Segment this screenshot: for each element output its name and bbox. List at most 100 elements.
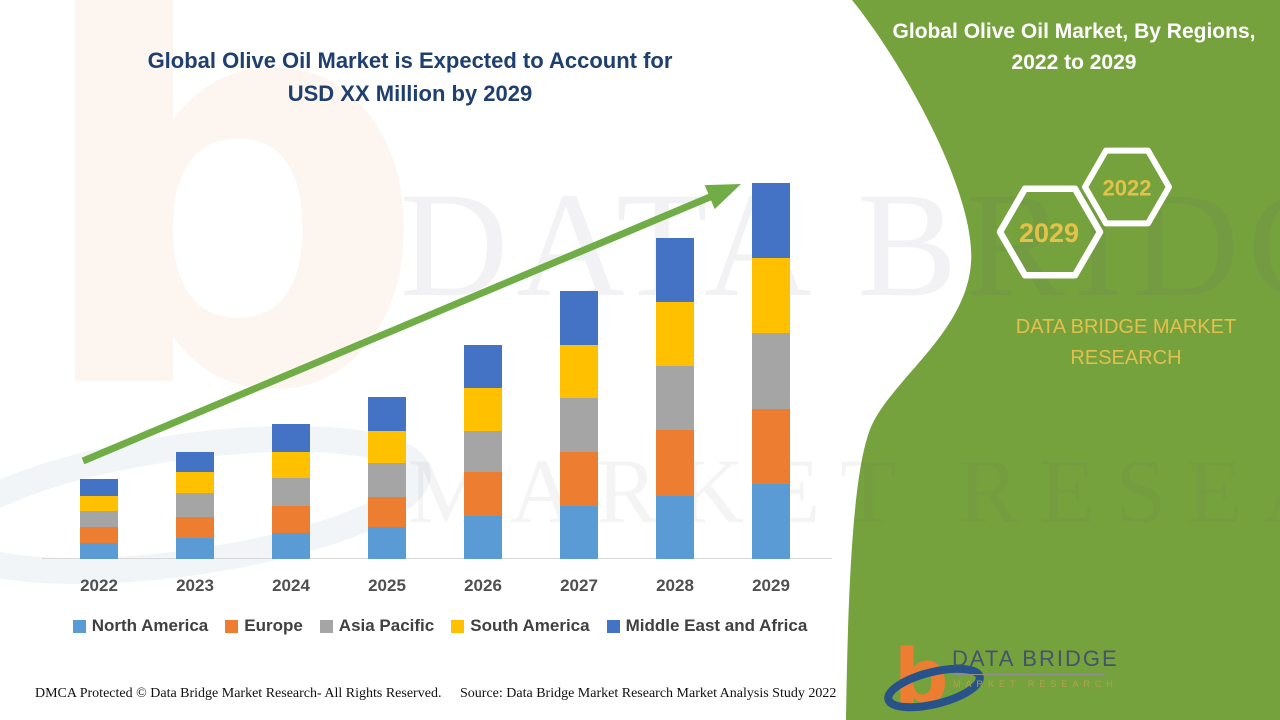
bar-segment-2028-asia-pacific <box>656 366 694 430</box>
hexagon-2022-label: 2022 <box>1103 176 1152 201</box>
bar-segment-2026-south-america <box>464 388 502 431</box>
bar-segment-2024-asia-pacific <box>272 478 310 506</box>
bar-segment-2025-asia-pacific <box>368 463 406 497</box>
bar-segment-2023-north-america <box>176 538 214 559</box>
legend-swatch-south-america <box>451 619 465 633</box>
bar-2028 <box>656 238 694 559</box>
x-axis-label-2024: 2024 <box>272 576 310 595</box>
bar-2029 <box>752 183 790 559</box>
watermark-line2: MARKET RESEARCH <box>408 440 1280 542</box>
legend-swatch-europe <box>225 619 239 633</box>
hexagon-2029 <box>996 185 1104 279</box>
logo-sub-text: MARKET RESEARCH <box>953 679 1118 689</box>
bar-segment-2022-europe <box>80 527 118 543</box>
bar-2026 <box>464 345 502 559</box>
legend-item-europe: Europe <box>225 616 303 636</box>
footer-source-text: Source: Data Bridge Market Research Mark… <box>460 686 837 701</box>
bar-segment-2024-north-america <box>272 533 310 559</box>
bar-2024 <box>272 424 310 559</box>
x-axis-label-2022: 2022 <box>80 576 118 595</box>
bar-segment-2029-middle-east-and-africa <box>752 183 790 258</box>
legend-swatch-north-america <box>72 619 86 633</box>
legend-item-middle-east-and-africa: Middle East and Africa <box>606 616 808 636</box>
bar-segment-2025-europe <box>368 497 406 527</box>
logo-swoosh <box>884 664 984 712</box>
bar-segment-2028-europe <box>656 430 694 496</box>
hexagon-2029-label: 2029 <box>1019 218 1079 248</box>
bar-segment-2029-south-america <box>752 258 790 333</box>
bar-segment-2026-europe <box>464 472 502 516</box>
bar-segment-2023-europe <box>176 517 214 538</box>
chart-title-line2: USD XX Million by 2029 <box>287 81 533 106</box>
hexagon-2022 <box>1082 147 1172 227</box>
x-axis-label-2027: 2027 <box>560 576 598 595</box>
bar-segment-2025-south-america <box>368 431 406 463</box>
chart-title: Global Olive Oil Market is Expected to A… <box>110 44 710 110</box>
legend-item-asia-pacific: Asia Pacific <box>319 616 435 636</box>
background-logo-b-watermark: b <box>28 0 429 514</box>
bar-segment-2022-middle-east-and-africa <box>80 479 118 496</box>
side-panel-title-line2: 2022 to 2029 <box>1011 51 1137 74</box>
side-panel-brand-line1: DATA BRIDGE MARKET <box>1015 316 1237 338</box>
x-axis-label-2023: 2023 <box>176 576 214 595</box>
bar-segment-2026-middle-east-and-africa <box>464 345 502 388</box>
bar-segment-2026-asia-pacific <box>464 431 502 472</box>
x-axis-label-2028: 2028 <box>656 576 694 595</box>
legend-label-asia-pacific: Asia Pacific <box>338 616 435 635</box>
bar-segment-2027-asia-pacific <box>560 398 598 452</box>
bar-segment-2028-south-america <box>656 302 694 366</box>
bar-segment-2027-europe <box>560 452 598 506</box>
legend-swatch-asia-pacific <box>319 619 333 633</box>
bar-segment-2024-europe <box>272 506 310 533</box>
bar-2023 <box>176 452 214 559</box>
bar-segment-2027-south-america <box>560 345 598 398</box>
chart-legend: North America Europe Asia Pacific South Ame… <box>40 616 840 636</box>
side-panel-title-line1: Global Olive Oil Market, By Regions, <box>892 20 1256 43</box>
bar-segment-2022-south-america <box>80 496 118 511</box>
bar-segment-2025-north-america <box>368 527 406 559</box>
side-panel-brand: DATA BRIDGE MARKET RESEARCH <box>990 312 1262 374</box>
legend-label-middle-east-and-africa: Middle East and Africa <box>625 616 808 635</box>
legend-label-north-america: North America <box>91 616 209 635</box>
side-panel-title: Global Olive Oil Market, By Regions, 202… <box>876 16 1272 78</box>
bar-segment-2024-south-america <box>272 452 310 478</box>
bar-2022 <box>80 479 118 559</box>
bar-segment-2023-asia-pacific <box>176 493 214 517</box>
bar-2027 <box>560 291 598 559</box>
footer-dmca-text: DMCA Protected © Data Bridge Market Rese… <box>35 686 442 701</box>
x-axis-label-2026: 2026 <box>464 576 502 595</box>
legend-item-north-america: North America <box>72 616 209 636</box>
logo-brand-text: DATA BRIDGE <box>952 646 1119 671</box>
bar-segment-2029-asia-pacific <box>752 333 790 409</box>
bar-segment-2022-north-america <box>80 543 118 559</box>
bar-segment-2023-middle-east-and-africa <box>176 452 214 472</box>
x-axis-line <box>42 558 832 559</box>
chart-title-line1: Global Olive Oil Market is Expected to A… <box>147 48 673 73</box>
bar-segment-2027-middle-east-and-africa <box>560 291 598 345</box>
bar-segment-2025-middle-east-and-africa <box>368 397 406 431</box>
legend-item-south-america: South America <box>451 616 590 636</box>
bar-segment-2022-asia-pacific <box>80 511 118 527</box>
bar-2025 <box>368 397 406 559</box>
logo-underline <box>953 674 1105 675</box>
bar-segment-2024-middle-east-and-africa <box>272 424 310 452</box>
x-axis-label-2025: 2025 <box>368 576 406 595</box>
bar-segment-2027-north-america <box>560 506 598 559</box>
bar-segment-2028-north-america <box>656 496 694 559</box>
bar-segment-2023-south-america <box>176 472 214 493</box>
bar-segment-2026-north-america <box>464 516 502 559</box>
bar-segment-2028-middle-east-and-africa <box>656 238 694 302</box>
side-panel-brand-line2: RESEARCH <box>1070 347 1182 369</box>
legend-label-south-america: South America <box>470 616 590 635</box>
bar-segment-2029-north-america <box>752 484 790 559</box>
bar-segment-2029-europe <box>752 409 790 484</box>
legend-swatch-middle-east-and-africa <box>606 619 620 633</box>
x-axis-label-2029: 2029 <box>752 576 790 595</box>
legend-label-europe: Europe <box>244 616 303 635</box>
